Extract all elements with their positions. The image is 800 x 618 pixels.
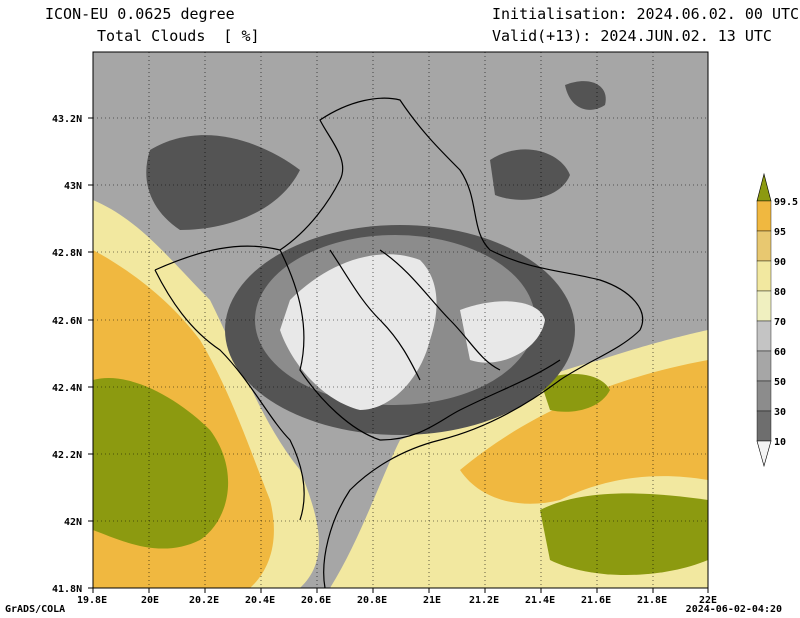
- lat-tick-label: 42.8N: [52, 248, 82, 259]
- colorbar-label: 10: [774, 437, 786, 448]
- lon-tick-label: 20.2E: [189, 595, 219, 606]
- model-title: ICON-EU 0.0625 degree: [45, 5, 235, 23]
- colorbar-label: 95: [774, 227, 786, 238]
- lon-tick-label: 19.8E: [77, 595, 107, 606]
- lon-tick-label: 21.2E: [469, 595, 499, 606]
- lat-tick-label: 42N: [64, 517, 82, 528]
- lat-tick-label: 43.2N: [52, 114, 82, 125]
- country-borders: [154, 97, 644, 589]
- lon-tick-label: 21.6E: [581, 595, 611, 606]
- lat-tick-label: 43N: [64, 181, 82, 192]
- lon-tick-label: 20.4E: [245, 595, 275, 606]
- colorbar-label: 80: [774, 287, 786, 298]
- lat-tick-label: 42.2N: [52, 450, 82, 461]
- colorbar-label: 50: [774, 377, 786, 388]
- lat-tick-label: 42.4N: [52, 383, 82, 394]
- lat-tick-label: 41.8N: [52, 584, 82, 595]
- lat-tick-label: 42.6N: [52, 316, 82, 327]
- lon-tick-label: 20.6E: [301, 595, 331, 606]
- colorbar-label: 30: [774, 407, 786, 418]
- lon-tick-label: 20.8E: [357, 595, 387, 606]
- lat-labels: 43.2N 43N 42.8N 42.6N 42.4N 42.2N 42N 41…: [52, 114, 82, 595]
- colorbar-label: 70: [774, 317, 786, 328]
- grid-lines: [93, 52, 708, 588]
- lon-tick-label: 21.4E: [525, 595, 555, 606]
- init-time: Initialisation: 2024.06.02. 00 UTC: [492, 5, 800, 23]
- colorbar-label: 99.5: [774, 197, 798, 208]
- footer-credit: GrADS/COLA: [5, 604, 66, 615]
- lon-tick-label: 21.8E: [637, 595, 667, 606]
- lon-tick-label: 21E: [423, 595, 441, 606]
- lon-tick-label: 20E: [141, 595, 159, 606]
- footer-timestamp: 2024-06-02-04:20: [685, 604, 782, 615]
- colorbar-label: 60: [774, 347, 786, 358]
- lon-tick-label: 22E: [699, 595, 717, 606]
- lon-labels: 19.8E 20E 20.2E 20.4E 20.6E 20.8E 21E 21…: [77, 595, 717, 606]
- colorbar-label: 90: [774, 257, 786, 268]
- tick-marks: [88, 117, 709, 593]
- colorbar: 99.5 95 90 80 70 60 50 30 10: [756, 172, 798, 468]
- valid-time: Valid(+13): 2024.JUN.02. 13 UTC: [492, 27, 772, 45]
- field-title: Total Clouds [ %]: [97, 27, 260, 45]
